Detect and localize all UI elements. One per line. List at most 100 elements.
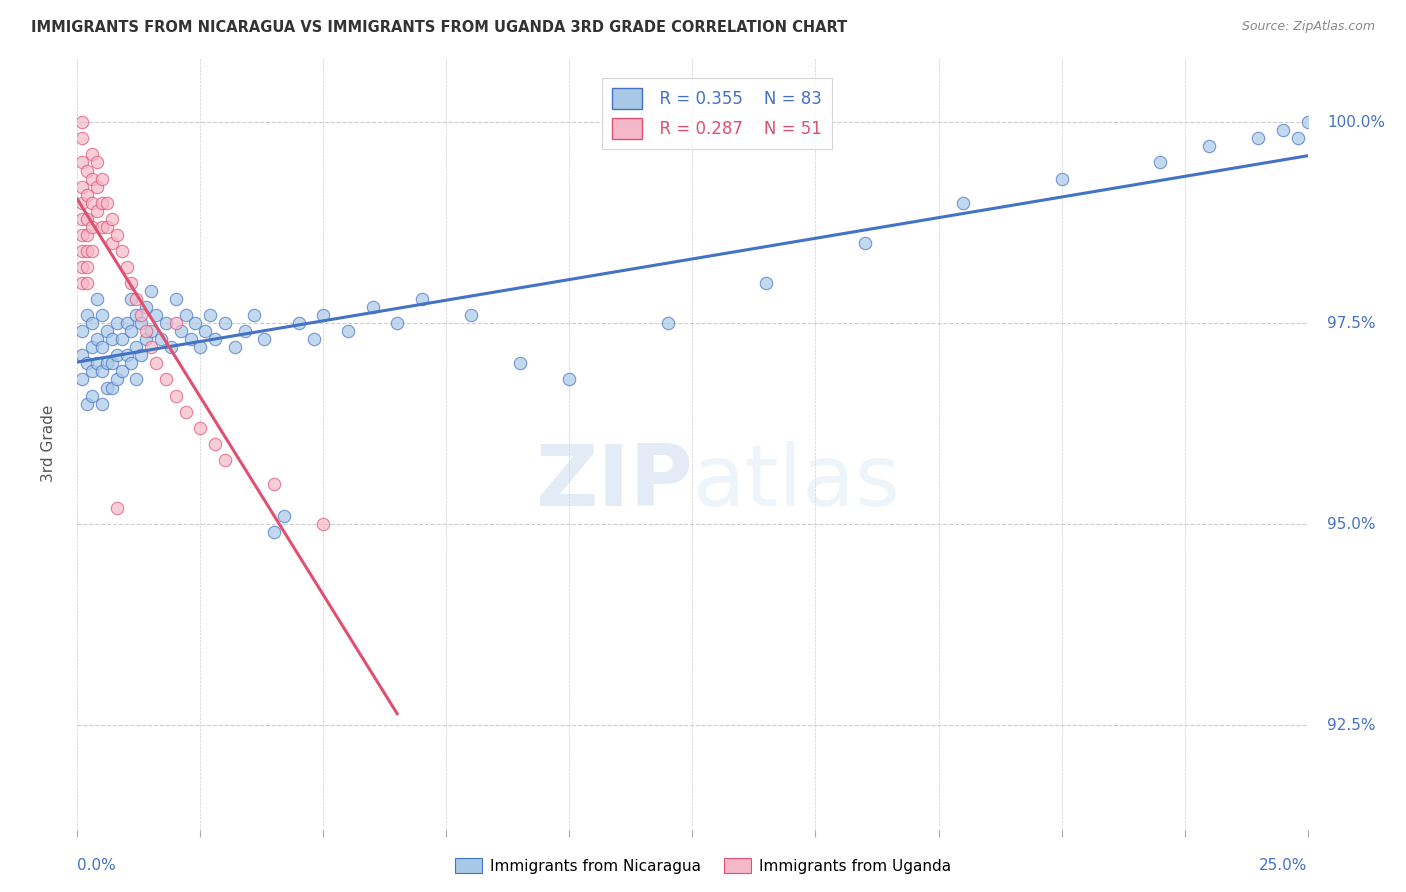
Point [90,195,114,210]
Point [111,244,132,258]
Point [76,163,98,178]
Point [82,364,104,378]
Point [96,380,118,394]
Point [70,324,93,338]
Point [105,227,128,242]
Point [86,203,108,218]
Point [86,179,108,194]
Point [135,300,157,314]
Point [129,348,153,362]
Point [141,340,163,354]
Point [145,356,167,370]
Point [141,284,163,298]
Point [224,340,246,354]
Text: Source: ZipAtlas.com: Source: ZipAtlas.com [1241,20,1375,33]
Point [121,324,143,338]
Point [115,348,138,362]
Point [657,316,679,330]
Point [82,147,104,161]
Point [1247,131,1270,145]
Point [76,276,98,290]
Point [82,316,104,330]
Point [263,525,285,540]
Point [82,195,104,210]
Point [214,316,236,330]
Point [129,316,153,330]
Point [1272,123,1295,137]
Point [86,356,108,370]
Point [101,380,124,394]
Point [200,308,222,322]
Point [411,292,433,306]
Point [204,437,226,451]
Point [86,332,108,346]
Point [174,308,197,322]
Point [76,260,98,274]
Point [150,332,173,346]
Point [82,340,104,354]
Text: 25.0%: 25.0% [1260,858,1308,872]
Point [90,171,114,186]
Point [952,195,974,210]
Point [184,316,207,330]
Point [90,340,114,354]
Point [86,155,108,169]
Point [70,372,93,386]
Point [558,372,581,386]
Point [90,219,114,234]
Point [121,276,143,290]
Point [1149,155,1171,169]
Point [70,276,93,290]
Text: 95.0%: 95.0% [1327,516,1375,532]
Point [302,332,325,346]
Point [160,340,183,354]
Point [82,244,104,258]
Point [243,308,266,322]
Point [121,356,143,370]
Point [125,308,148,322]
Point [70,348,93,362]
Text: 97.5%: 97.5% [1327,316,1375,331]
Point [70,155,93,169]
Point [1296,115,1319,129]
Point [337,324,360,338]
Point [853,235,876,250]
Point [121,292,143,306]
Point [111,364,132,378]
Point [180,332,202,346]
Point [96,324,118,338]
Point [105,316,128,330]
Point [70,179,93,194]
Point [188,340,212,354]
Point [105,501,128,516]
Point [125,340,148,354]
Point [385,316,409,330]
Point [253,332,276,346]
Point [165,316,187,330]
Point [125,292,148,306]
Point [70,195,93,210]
Point [105,348,128,362]
Legend:   R = 0.355    N = 83,   R = 0.287    N = 51: R = 0.355 N = 83, R = 0.287 N = 51 [602,78,832,149]
Point [214,453,236,467]
Point [101,211,124,226]
Point [125,372,148,386]
Point [70,131,93,145]
Point [263,477,285,491]
Point [82,219,104,234]
Point [96,356,118,370]
Point [312,517,335,532]
Point [129,308,153,322]
Point [1050,171,1073,186]
Legend: Immigrants from Nicaragua, Immigrants from Uganda: Immigrants from Nicaragua, Immigrants fr… [449,852,957,880]
Point [90,396,114,410]
Point [82,171,104,186]
Point [273,509,295,524]
Point [165,388,187,402]
Point [115,316,138,330]
Point [70,227,93,242]
Point [460,308,482,322]
Point [1286,131,1309,145]
Point [755,276,778,290]
Text: atlas: atlas [693,441,900,524]
